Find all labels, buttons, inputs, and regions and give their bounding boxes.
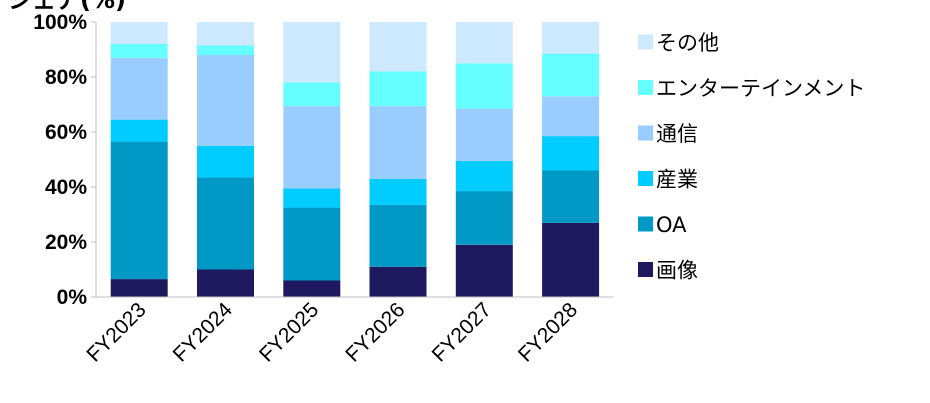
y-tick-label: 0% (57, 286, 88, 309)
plot-area (110, 22, 600, 298)
legend-label: 産業 (656, 168, 698, 192)
legend-label: 画像 (656, 259, 698, 283)
bar-segment-2-1 (197, 145, 254, 178)
legend-swatch (638, 216, 653, 232)
y-tick-label: 20% (45, 231, 87, 254)
bar-segment-3-1 (197, 55, 254, 146)
bar-segment-0-5 (542, 222, 600, 298)
bar-segment-0-3 (369, 266, 427, 298)
legend-swatch (638, 262, 653, 277)
bar-segment-1-1 (197, 177, 254, 270)
bar-segment-2-2 (283, 188, 341, 208)
legend-swatch (638, 125, 653, 141)
bar-segment-1-2 (283, 207, 341, 281)
bar-segment-3-2 (283, 105, 341, 189)
bar-segment-0-4 (455, 244, 513, 298)
x-tick-label: FY2028 (514, 298, 582, 366)
legend-swatch (638, 171, 653, 186)
bar-segment-2-5 (542, 136, 600, 171)
bar-segment-4-4 (455, 63, 513, 109)
bar-segment-1-3 (369, 204, 427, 267)
bar-segment-0-0 (110, 279, 168, 297)
bar-segment-1-5 (542, 170, 600, 223)
bar-segment-3-5 (542, 96, 600, 137)
bar-segment-4-5 (542, 53, 600, 97)
y-tick-label: 40% (45, 176, 87, 199)
bar-segment-5-3 (369, 22, 427, 72)
legend-swatch (638, 80, 653, 95)
x-tick-label: FY2023 (82, 298, 150, 366)
y-tick-label: 100% (33, 11, 87, 34)
bar-segment-1-0 (110, 141, 168, 280)
bar-segment-4-3 (369, 71, 427, 106)
y-tick-label: 60% (45, 121, 87, 144)
bar-segment-4-1 (197, 45, 254, 55)
legend-label: OA (656, 213, 687, 237)
y-tick-label: 80% (45, 66, 87, 89)
bar-segment-0-2 (283, 280, 341, 297)
bar-segment-1-4 (455, 191, 513, 245)
bar-segment-4-0 (110, 44, 168, 58)
x-tick-label: FY2025 (255, 298, 323, 366)
bar-segment-0-1 (197, 269, 254, 297)
x-tick-label: FY2026 (341, 298, 409, 366)
bar-segment-2-4 (455, 160, 513, 192)
bar-segment-2-0 (110, 119, 168, 142)
bar-segment-3-4 (455, 108, 513, 161)
chart-title: シェア(%) (8, 0, 126, 14)
bar-segment-4-2 (283, 82, 341, 106)
bar-segment-5-4 (455, 22, 513, 64)
bar-segment-5-1 (197, 22, 254, 46)
bar-segment-3-3 (369, 105, 427, 179)
legend-swatch (638, 34, 653, 50)
bar-segment-3-0 (110, 57, 168, 120)
bar-segment-5-0 (110, 22, 168, 44)
bar-segment-5-2 (283, 22, 341, 83)
x-tick-label: FY2027 (428, 298, 496, 366)
legend-label: その他 (656, 31, 719, 55)
bar-segment-5-5 (542, 22, 600, 54)
legend-label: 通信 (656, 122, 698, 146)
bar-segment-2-3 (369, 178, 427, 205)
legend-label: エンターテインメント (656, 77, 865, 101)
x-tick-label: FY2024 (169, 298, 237, 366)
